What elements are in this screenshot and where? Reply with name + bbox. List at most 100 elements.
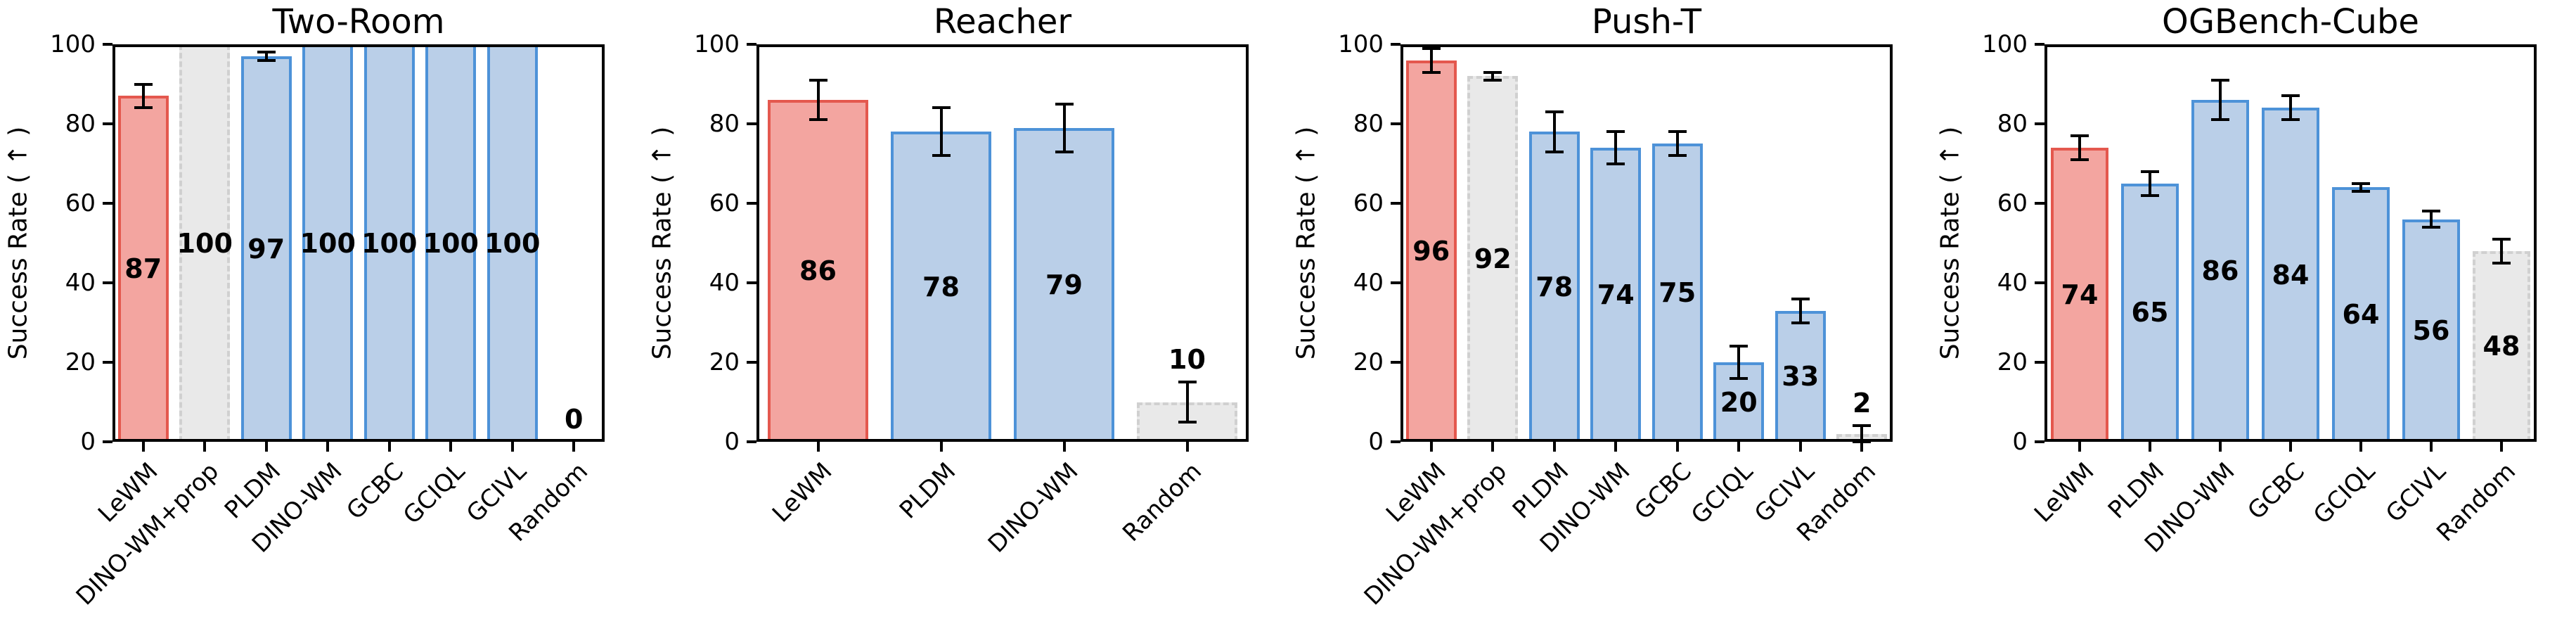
error-bar — [1798, 298, 1802, 323]
y-axis-label-wrap: Success Rate ( ↑ ) — [644, 44, 681, 442]
y-tick-label: 40 — [709, 269, 740, 297]
error-bar-cap-bottom — [257, 58, 276, 62]
error-bar-cap-bottom — [1853, 440, 1872, 443]
y-tick-mark — [103, 440, 112, 443]
x-tick-mark — [1062, 442, 1066, 452]
error-bar-cap-top — [1055, 102, 1074, 106]
chart-title: OGBench-Cube — [2162, 2, 2419, 42]
chart-panel-push-t: Push-T Success Rate ( ↑ ) 0 20 40 60 80 100 96… — [1288, 0, 1932, 624]
error-bar-cap-top — [2141, 170, 2159, 173]
error-bar — [1737, 346, 1741, 378]
y-axis-label: Success Rate ( ↑ ) — [4, 126, 33, 360]
error-bar-cap-bottom — [1055, 150, 1074, 153]
plot-area: 0 20 40 60 80 100 87 LeWM 100 DINO-WM+prop 97 PLDM 1… — [50, 30, 605, 611]
plot-area: 0 20 40 60 80 100 96 LeWM 92 DINO-WM+prop 78 PLDM 74… — [1338, 30, 1893, 611]
y-tick-label: 60 — [709, 189, 740, 217]
error-bar-cap-top — [2281, 94, 2300, 98]
x-tick-mark — [2430, 442, 2433, 452]
y-tick-label: 80 — [709, 110, 740, 138]
x-tick-label: PLDM — [2102, 457, 2170, 525]
y-tick-label: 100 — [1982, 30, 2028, 58]
error-bar-cap-top — [2211, 78, 2229, 82]
error-bar-cap-top — [2071, 134, 2089, 137]
chart-title: Two-Room — [272, 2, 445, 42]
x-tick-label: LeWM — [2028, 457, 2100, 528]
y-tick-label: 40 — [1353, 269, 1384, 297]
y-axis-label: Success Rate ( ↑ ) — [1936, 126, 1965, 360]
bar-gciql — [2332, 187, 2390, 442]
x-tick-label: GCIQL — [398, 457, 471, 530]
x-tick-mark — [1614, 442, 1618, 452]
y-tick-label: 40 — [65, 269, 96, 297]
y-tick-mark — [747, 440, 756, 443]
chart-title: Push-T — [1591, 2, 1702, 42]
bar-dino-wm-prop — [179, 44, 231, 442]
x-tick-mark — [1185, 442, 1189, 452]
error-bar-cap-top — [2422, 210, 2440, 213]
bar-dino-wm — [1590, 147, 1642, 442]
x-tick-label: GCIQL — [2308, 457, 2381, 530]
y-tick-label: 20 — [1353, 348, 1384, 376]
y-tick-label: 60 — [1353, 189, 1384, 217]
bar-gcbc — [1651, 144, 1703, 442]
y-tick-mark — [1391, 43, 1400, 46]
x-tick-mark — [1798, 442, 1802, 452]
x-tick-mark — [2219, 442, 2222, 452]
error-bar — [2149, 171, 2151, 196]
y-tick-mark — [747, 202, 756, 205]
y-tick-mark — [2035, 440, 2044, 443]
error-bar — [939, 108, 943, 156]
y-tick-mark — [2035, 122, 2044, 125]
chart-panel-reacher: Reacher Success Rate ( ↑ ) 0 20 40 60 80 100 8… — [644, 0, 1288, 624]
x-tick-mark — [264, 442, 268, 452]
error-bar — [264, 52, 268, 61]
bar-pldm — [240, 56, 292, 442]
error-bar-cap-top — [1668, 130, 1687, 134]
x-tick-mark — [203, 442, 207, 452]
x-tick-label: PLDM — [894, 457, 961, 525]
x-tick-label: GCBC — [1629, 457, 1698, 526]
y-tick-mark — [103, 43, 112, 46]
bar-gcivl — [487, 44, 538, 442]
y-axis-label-wrap: Success Rate ( ↑ ) — [1288, 44, 1325, 442]
error-bar-cap-top — [257, 51, 276, 54]
error-bar-cap-bottom — [2492, 261, 2511, 265]
bar-gcbc — [2262, 108, 2319, 442]
error-bar-cap-top — [2492, 237, 2511, 241]
error-bar — [1675, 132, 1679, 156]
error-bar-cap-top — [1483, 70, 1502, 74]
error-bar-cap-top — [809, 78, 827, 82]
x-tick-mark — [141, 442, 145, 452]
y-tick-mark — [103, 202, 112, 205]
x-tick-mark — [1860, 442, 1864, 452]
y-tick-label: 40 — [1997, 269, 2028, 297]
error-bar-cap-bottom — [1422, 70, 1441, 74]
error-bar-cap-bottom — [2211, 118, 2229, 122]
x-tick-mark — [1552, 442, 1556, 452]
y-axis-label-wrap: Success Rate ( ↑ ) — [0, 44, 37, 442]
bar-value-label: 0 — [565, 404, 584, 435]
y-tick-mark — [2035, 202, 2044, 205]
bar-pldm — [890, 132, 992, 442]
error-bar-cap-bottom — [809, 118, 827, 122]
y-tick-mark — [2035, 43, 2044, 46]
x-tick-label: LeWM — [767, 457, 838, 528]
y-tick-mark — [1391, 440, 1400, 443]
y-tick-label: 60 — [65, 189, 96, 217]
y-axis-label-wrap: Success Rate ( ↑ ) — [1932, 44, 1969, 442]
bar-gcivl — [1775, 310, 1826, 442]
error-bar-cap-top — [1791, 297, 1810, 300]
y-tick-label: 60 — [1997, 189, 2028, 217]
x-tick-mark — [1737, 442, 1741, 452]
error-bar — [2078, 135, 2081, 160]
y-tick-label: 100 — [50, 30, 96, 58]
y-tick-label: 80 — [65, 110, 96, 138]
bar-pldm — [2121, 183, 2179, 442]
y-tick-mark — [103, 361, 112, 364]
y-tick-label: 0 — [80, 428, 96, 456]
x-tick-mark — [387, 442, 391, 452]
plot-area: 0 20 40 60 80 100 86 LeWM 78 PLDM 79 DINO-WM 10 Rando… — [694, 30, 1249, 559]
bar-lewm — [117, 96, 169, 442]
y-axis-label: Success Rate ( ↑ ) — [648, 126, 677, 360]
error-bar-cap-top — [2352, 182, 2370, 185]
